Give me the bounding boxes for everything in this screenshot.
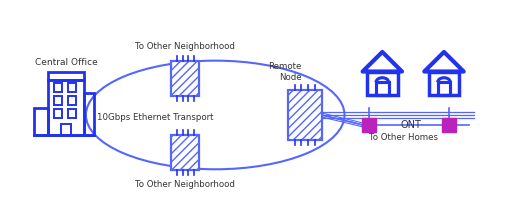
Bar (172, 135, 199, 170)
Text: 10Gbps Ethernet Transport: 10Gbps Ethernet Transport (97, 113, 214, 123)
Text: To Other Homes: To Other Homes (370, 133, 438, 142)
Bar (54, 83, 62, 92)
Bar (68, 96, 76, 105)
Bar (54, 96, 62, 105)
Bar (362, 118, 376, 132)
Text: To Other Neighborhood: To Other Neighborhood (136, 180, 235, 189)
Bar (172, 135, 199, 170)
Bar (61, 124, 71, 135)
Bar (376, 82, 389, 95)
Bar (172, 61, 199, 96)
Bar (48, 80, 84, 135)
Bar (438, 82, 450, 95)
Bar (68, 83, 76, 92)
Bar (84, 93, 94, 135)
Text: To Other Neighborhood: To Other Neighborhood (136, 42, 235, 51)
Bar (54, 109, 62, 118)
Bar (68, 109, 76, 118)
Bar (288, 90, 322, 140)
Bar (48, 73, 84, 80)
Bar (288, 90, 322, 140)
Bar (429, 71, 459, 95)
Bar (367, 71, 397, 95)
Text: ONT: ONT (401, 120, 421, 130)
Bar (34, 108, 48, 135)
Bar (442, 118, 456, 132)
Bar (172, 61, 199, 96)
Text: Remote
Node: Remote Node (268, 62, 302, 82)
Text: Central Office: Central Office (34, 58, 98, 67)
